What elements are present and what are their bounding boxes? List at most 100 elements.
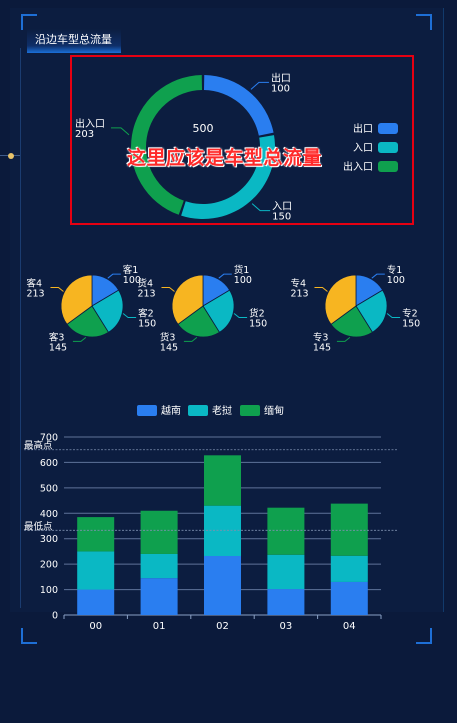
y-tick-label-200: 200	[40, 560, 58, 571]
y-tick-label-600: 600	[40, 458, 58, 469]
y-tick-label-500: 500	[40, 483, 58, 494]
bar-legend-label-1: 越南	[161, 404, 181, 417]
pie3-label-value-1: 100	[387, 275, 405, 286]
y-tick-label-400: 400	[40, 509, 58, 520]
donut-legend-swatch-2	[378, 142, 398, 153]
pie2-label-value-4: 213	[137, 289, 155, 300]
donut-legend-label-2: 入口	[353, 143, 373, 154]
pie3-label-value-4: 213	[290, 289, 308, 300]
pie2-label-name-3: 货3	[160, 331, 176, 343]
corner-bottom-right	[416, 628, 432, 644]
pie2-leader-3	[183, 337, 198, 342]
bar-01-series-3	[140, 510, 178, 554]
bar-legend-swatch-2	[188, 405, 208, 416]
pie1-label-value-3: 145	[49, 342, 67, 353]
pie3-leader-2	[386, 313, 401, 319]
pie1-label-name-3: 客3	[49, 331, 65, 343]
donut-label-name-3: 出入口	[75, 117, 105, 130]
x-tick-label-04: 04	[343, 621, 356, 632]
bar-01-series-2	[140, 553, 178, 579]
pie2-label-name-2: 货2	[249, 308, 265, 320]
pie2-label-value-1: 100	[234, 275, 252, 286]
donut-label-value-1: 100	[271, 83, 290, 94]
pie3-label-name-1: 专1	[387, 264, 403, 276]
pie1-leader-1	[107, 273, 121, 279]
bar-00-series-1	[77, 589, 115, 615]
pie2-label-name-1: 货1	[234, 264, 250, 276]
bar-03-series-2	[267, 554, 305, 590]
pie3-slice-3	[330, 305, 373, 338]
bar-legend-swatch-3	[240, 405, 260, 416]
pie1-label-name-2: 客2	[138, 308, 154, 320]
y-tick-label-100: 100	[40, 585, 58, 596]
pie2-slice-2	[202, 289, 235, 333]
pie2-slice-4	[171, 274, 204, 325]
annotation-text: 这里应该是车型总流量	[127, 147, 323, 169]
donut-center-label: 500	[193, 122, 214, 135]
panel-title: 沿边车型总流量	[35, 33, 112, 46]
donut-legend-label-3: 出入口	[343, 160, 373, 173]
bar-02-series-3	[204, 455, 241, 506]
donut-leader-2	[251, 203, 271, 212]
pie1-leader-2	[122, 313, 137, 319]
pie1-label-value-4: 213	[26, 289, 44, 300]
x-tick-label-01: 01	[153, 621, 166, 632]
donut-label-name-2: 入口	[272, 202, 292, 213]
reference-label-1: 最高点	[24, 440, 53, 452]
corner-top-left	[21, 14, 37, 30]
donut-label-name-1: 出口	[271, 71, 291, 84]
bar-01-series-1	[140, 578, 178, 615]
pie1-leader-4	[50, 287, 64, 292]
donut-legend-swatch-1	[378, 123, 398, 134]
pie1-slice-4	[60, 274, 93, 325]
bar-04-series-2	[330, 555, 368, 582]
panel-left-line	[20, 48, 21, 608]
bar-legend-label-2: 老挝	[212, 404, 232, 417]
y-tick-label-700: 700	[40, 433, 58, 444]
pie2-leader-2	[233, 313, 248, 319]
pie1-label-name-1: 客1	[123, 264, 139, 276]
donut-slice-1	[203, 75, 274, 136]
pie3-slice-4	[324, 274, 357, 325]
pie2-leader-1	[218, 273, 232, 279]
pie1-label-value-1: 100	[123, 275, 141, 286]
donut-leader-1	[250, 81, 269, 90]
pie2-label-name-4: 货4	[137, 278, 153, 290]
corner-bottom-left	[21, 628, 37, 644]
pie1-leader-3	[72, 337, 87, 342]
donut-slice-3	[130, 75, 203, 215]
donut-label-value-3: 203	[75, 129, 94, 140]
pie3-label-name-4: 专4	[290, 278, 306, 290]
pie2-label-value-3: 145	[160, 342, 178, 353]
pie3-leader-3	[336, 337, 351, 342]
bar-03-series-1	[267, 589, 305, 615]
bar-legend-label-3: 缅甸	[264, 404, 284, 417]
pie1-slice-3	[66, 305, 109, 338]
x-tick-label-03: 03	[280, 621, 293, 632]
panel-connector-dot	[8, 153, 14, 159]
bar-04-series-1	[330, 581, 368, 615]
bar-03-series-3	[267, 507, 305, 555]
donut-leader-3	[110, 127, 130, 136]
pie1-label-name-4: 客4	[26, 278, 42, 290]
pie3-label-name-3: 专3	[313, 331, 329, 343]
bar-legend-swatch-1	[137, 405, 157, 416]
pie2-label-value-2: 150	[249, 319, 267, 330]
annotation-box	[70, 55, 414, 225]
pie2-leader-4	[161, 287, 175, 292]
donut-legend-label-1: 出口	[353, 122, 373, 135]
reference-label-2: 最低点	[24, 520, 53, 532]
pie1-slice-2	[91, 289, 124, 333]
pie2-slice-3	[177, 305, 220, 338]
bar-00-series-3	[77, 517, 115, 552]
donut-label-value-2: 150	[272, 212, 291, 223]
pie3-label-value-2: 150	[402, 319, 420, 330]
pie3-leader-1	[371, 273, 385, 279]
bar-04-series-3	[330, 503, 368, 556]
bar-00-series-2	[77, 551, 115, 590]
donut-slice-2	[181, 135, 275, 219]
bar-02-series-1	[204, 556, 241, 615]
title-bar	[27, 29, 121, 53]
corner-top-right	[416, 14, 432, 30]
